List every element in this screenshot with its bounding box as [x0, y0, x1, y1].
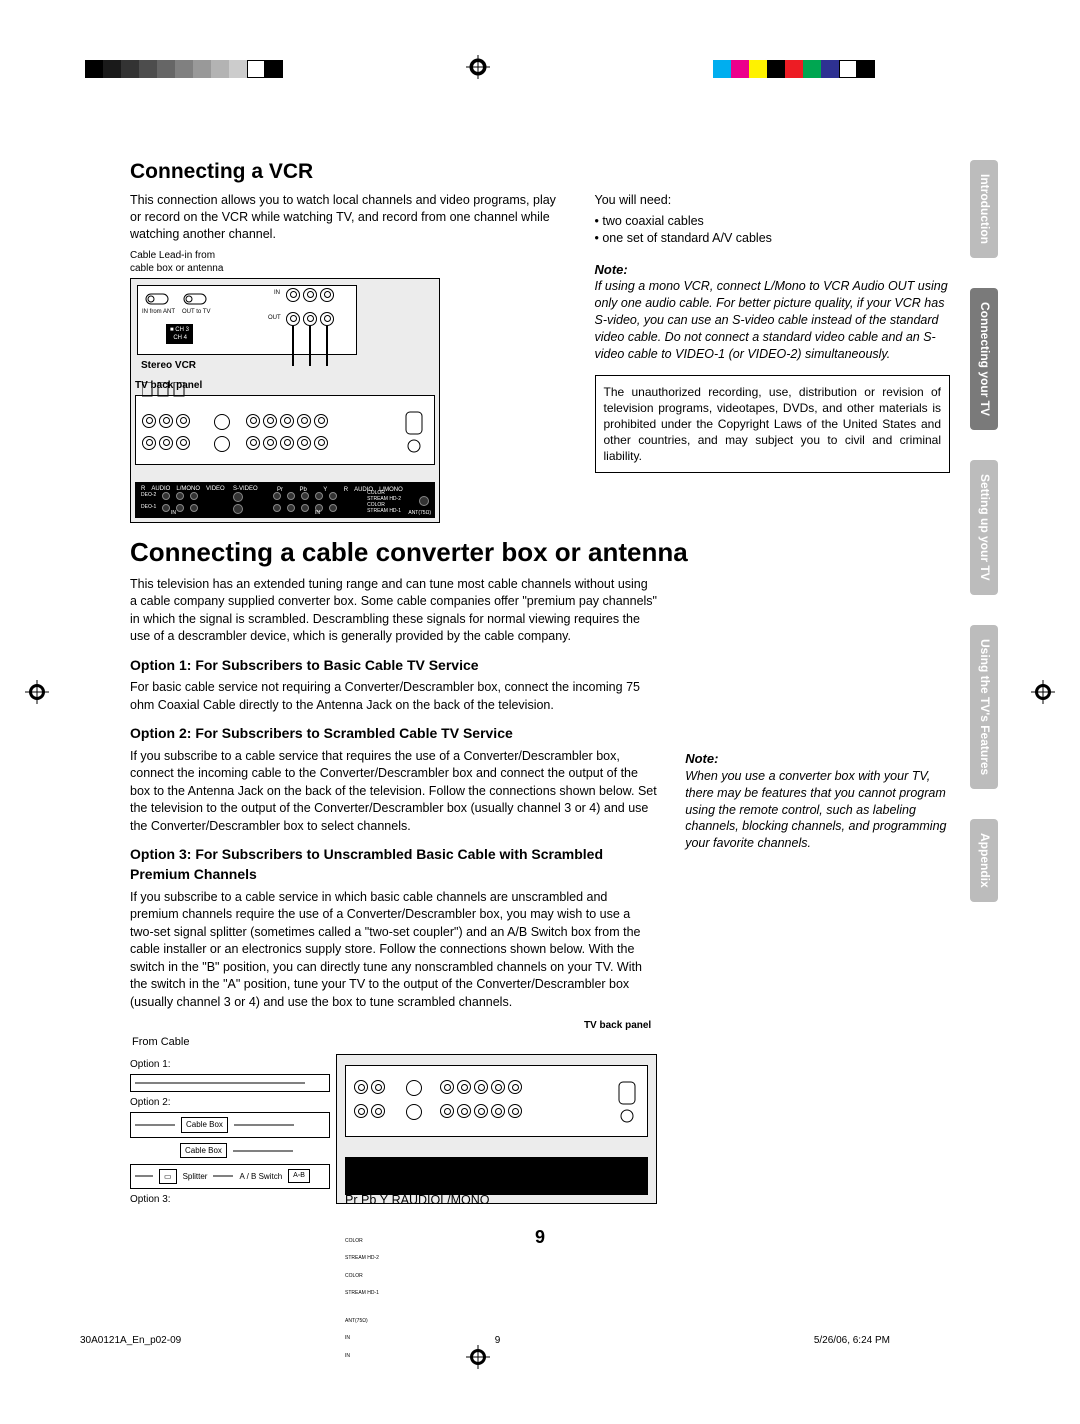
tab-appendix: Appendix: [970, 819, 998, 902]
heading-connecting-vcr: Connecting a VCR: [130, 160, 950, 184]
from-cable-label: From Cable: [132, 1035, 657, 1050]
registration-mark-icon: [466, 55, 490, 79]
label-in-from-ant: IN from ANT: [142, 308, 175, 316]
need-item: two coaxial cables: [595, 213, 951, 230]
color-calibration-strip: [713, 60, 875, 78]
tab-setting-up: Setting up your TV: [970, 460, 998, 595]
cable-box-label: Cable Box: [181, 1117, 228, 1132]
cable-leadin-caption: Cable Lead-in from cable box or antenna: [130, 249, 565, 276]
label-ch4: CH 4: [173, 335, 187, 341]
converter-note-heading: Note:: [685, 750, 950, 768]
vcr-right-column: You will need: two coaxial cables one se…: [595, 192, 951, 523]
page-content: Connecting a VCR This connection allows …: [130, 160, 950, 1248]
heading-cable-converter: Connecting a cable converter box or ante…: [130, 537, 950, 568]
label-in: IN: [274, 289, 280, 297]
diagram-option3-label: Option 3:: [130, 1193, 330, 1207]
converter-note-body: When you use a converter box with your T…: [685, 768, 950, 852]
copyright-warning-box: The unauthorized recording, use, distrib…: [595, 375, 951, 474]
label-ch3: CH 3: [175, 327, 189, 333]
gray-calibration-strip: [85, 60, 283, 78]
tab-features: Using the TV's Features: [970, 625, 998, 789]
vcr-connection-diagram: IN from ANT OUT to TV ■ CH 3 CH 4 IN OUT…: [130, 278, 440, 523]
tv-back-panel-caption: TV back panel: [130, 1019, 651, 1033]
option3-body: If you subscribe to a cable service in w…: [130, 889, 657, 1012]
cable-box-label: Cable Box: [180, 1143, 227, 1158]
registration-mark-icon: [25, 680, 49, 704]
vcr-intro-text: This connection allows you to watch loca…: [130, 192, 565, 243]
label-out-to-tv: OUT to TV: [182, 308, 210, 316]
diagram-option2-label: Option 2:: [130, 1096, 330, 1110]
vcr-left-column: This connection allows you to watch loca…: [130, 192, 565, 523]
cable-right-column: Note: When you use a converter box with …: [685, 576, 950, 1209]
option2-body: If you subscribe to a cable service that…: [130, 748, 657, 836]
footer-page: 9: [495, 1335, 501, 1346]
cable-options-diagram: Option 1: Option 2: Cable Box Cable Box …: [130, 1054, 657, 1208]
need-item: one set of standard A/V cables: [595, 230, 951, 247]
note-body: If using a mono VCR, connect L/Mono to V…: [595, 278, 951, 362]
stereo-vcr-label: Stereo VCR: [141, 359, 196, 373]
option2-heading: Option 2: For Subscribers to Scrambled C…: [130, 724, 657, 744]
footer-metadata: 30A0121A_En_p02-09 9 5/26/06, 6:24 PM: [80, 1335, 890, 1346]
footer-timestamp: 5/26/06, 6:24 PM: [814, 1335, 890, 1346]
registration-mark-icon: [1031, 680, 1055, 704]
ab-switch-label: A / B Switch: [239, 1171, 282, 1182]
you-will-need-label: You will need:: [595, 192, 951, 209]
splitter-label: Splitter: [183, 1171, 208, 1182]
tab-connecting: Connecting your TV: [970, 288, 998, 430]
diagram-option1-label: Option 1:: [130, 1058, 330, 1072]
option1-heading: Option 1: For Subscribers to Basic Cable…: [130, 656, 657, 676]
tab-introduction: Introduction: [970, 160, 998, 258]
cable-intro-text: This television has an extended tuning r…: [130, 576, 657, 646]
note-heading: Note:: [595, 261, 951, 279]
footer-filename: 30A0121A_En_p02-09: [80, 1335, 181, 1346]
option1-body: For basic cable service not requiring a …: [130, 679, 657, 714]
side-nav-tabs: Introduction Connecting your TV Setting …: [970, 160, 998, 902]
cable-left-column: This television has an extended tuning r…: [130, 576, 657, 1209]
option3-heading: Option 3: For Subscribers to Unscrambled…: [130, 845, 657, 884]
label-out: OUT: [268, 314, 281, 322]
